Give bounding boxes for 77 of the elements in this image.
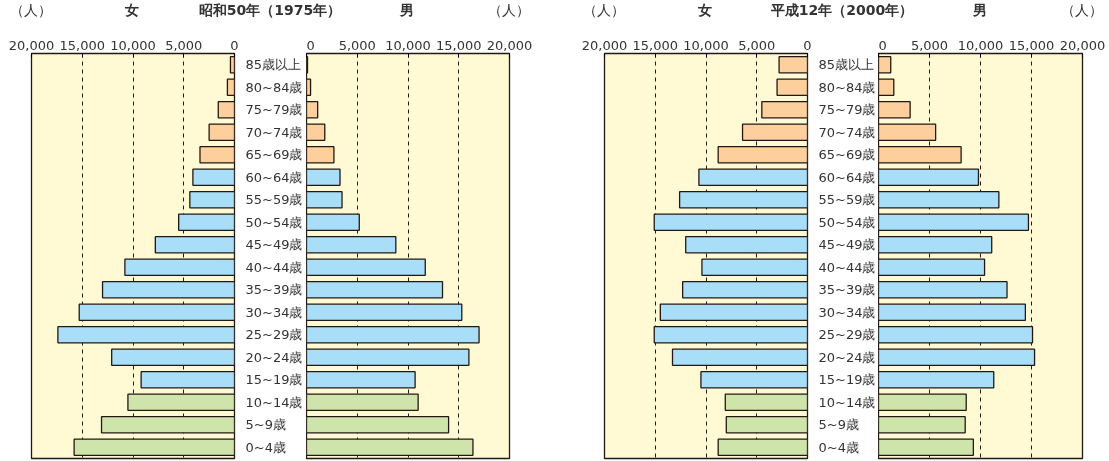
x-tick-label: 15,000 [436, 37, 482, 53]
y-tick-label: 75~79歳 [245, 102, 303, 118]
y-tick-label: 20~24歳 [818, 349, 876, 365]
y-tick-label: 25~29歳 [818, 327, 876, 343]
x-tick-label: 10,000 [957, 37, 1004, 53]
y-tick-label: 35~39歳 [818, 282, 876, 298]
bar [878, 78, 895, 96]
bar [778, 56, 808, 74]
x-tick-label: 10,000 [683, 37, 729, 53]
y-tick-label: 30~34歳 [245, 304, 303, 320]
bar [217, 101, 235, 119]
y-tick-label: 0~4歳 [818, 439, 859, 455]
y-tick-label: 45~49歳 [245, 237, 303, 253]
y-tick-label: 35~39歳 [245, 282, 303, 298]
bar [306, 168, 341, 186]
x-tick-label: 10,000 [110, 37, 156, 53]
x-axis-title: （人） [10, 1, 52, 20]
chart-title: 女 [698, 1, 712, 20]
y-tick-label: 60~64歳 [245, 169, 303, 185]
bar [189, 191, 235, 209]
chart-title: 女 [125, 1, 139, 20]
x-tick-label: 0 [306, 37, 315, 53]
x-tick-label: 0 [230, 37, 239, 53]
x-axis-title: （人） [583, 1, 625, 20]
y-tick-label: 25~29歳 [245, 327, 303, 343]
y-tick-label: 85歳以上 [818, 57, 875, 73]
y-tick-label: 45~49歳 [818, 237, 876, 253]
x-tick-label: 20,000 [1059, 37, 1106, 53]
bar [776, 78, 808, 96]
y-tick-label: 55~59歳 [818, 192, 876, 208]
text: 平成12年（2000年） [770, 1, 914, 20]
bar [208, 123, 235, 141]
y-tick-label: 5~9歳 [818, 417, 859, 433]
y-tick-label: 55~59歳 [245, 192, 303, 208]
x-tick-label: 0 [878, 37, 887, 53]
x-tick-label: 20,000 [581, 37, 628, 53]
x-tick-label: 15,000 [632, 37, 679, 53]
bar [306, 123, 326, 141]
x-tick-label: 5,000 [910, 37, 949, 53]
y-tick-label: 50~54歳 [245, 214, 303, 230]
y-tick-label: 10~14歳 [818, 394, 876, 410]
bar [199, 146, 235, 164]
bar [761, 101, 808, 119]
x-axis-title: （人） [1061, 1, 1103, 20]
y-tick-label: 15~19歳 [245, 372, 303, 388]
y-tick-label: 60~64歳 [818, 169, 876, 185]
x-tick-label: 5,000 [165, 37, 203, 53]
y-tick-label: 70~74歳 [818, 124, 876, 140]
y-tick-label: 65~69歳 [818, 147, 876, 163]
x-tick-label: 5,000 [738, 37, 776, 53]
x-tick-label: 20,000 [8, 37, 55, 53]
x-tick-label: 10,000 [385, 37, 431, 53]
y-tick-label: 75~79歳 [818, 102, 876, 118]
y-tick-label: 0~4歳 [245, 439, 286, 455]
y-tick-label: 40~44歳 [818, 259, 876, 275]
x-axis-title: （人） [488, 1, 530, 20]
y-tick-label: 85歳以上 [245, 57, 302, 73]
x-tick-label: 15,000 [59, 37, 106, 53]
y-tick-label: 50~54歳 [818, 214, 876, 230]
x-tick-label: 15,000 [1008, 37, 1055, 53]
text: 昭和50年（1975年） [198, 1, 342, 20]
x-tick-label: 20,000 [486, 37, 533, 53]
chart-title: 男 [973, 1, 987, 20]
y-tick-label: 65~69歳 [245, 147, 303, 163]
y-tick-label: 80~84歳 [245, 79, 303, 95]
y-tick-label: 70~74歳 [245, 124, 303, 140]
y-tick-label: 40~44歳 [245, 259, 303, 275]
y-tick-label: 15~19歳 [818, 372, 876, 388]
chart-title: 男 [400, 1, 414, 20]
y-tick-label: 10~14歳 [245, 394, 303, 410]
y-tick-label: 20~24歳 [245, 349, 303, 365]
x-tick-label: 0 [803, 37, 812, 53]
bar [192, 168, 235, 186]
y-tick-label: 80~84歳 [818, 79, 876, 95]
x-tick-label: 5,000 [338, 37, 376, 53]
y-tick-label: 5~9歳 [245, 417, 286, 433]
y-tick-label: 30~34歳 [818, 304, 876, 320]
